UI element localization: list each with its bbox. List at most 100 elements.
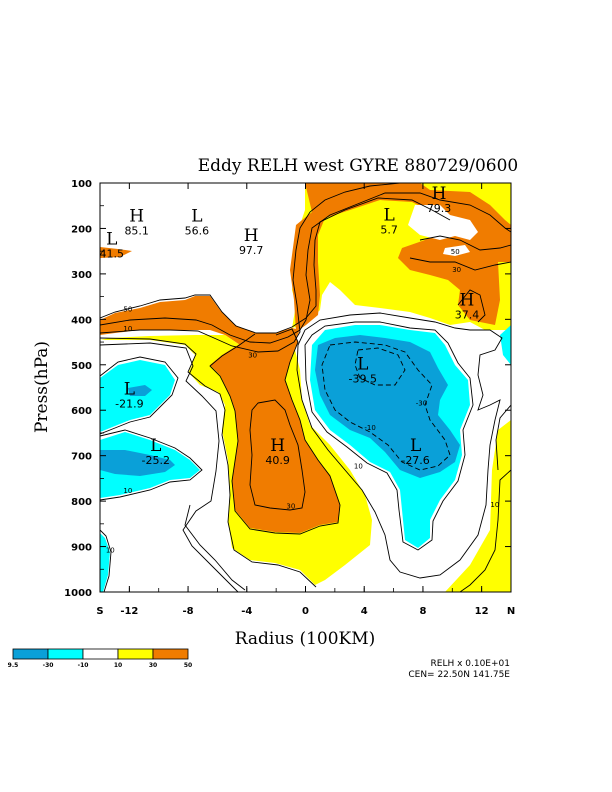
y-tick-label: 500: [71, 361, 92, 372]
x-tick-label: 0: [302, 606, 309, 617]
legend-label: 50: [184, 662, 192, 669]
contour-value-label: 10: [123, 487, 132, 495]
contour-value-label: 30: [452, 266, 461, 274]
x-axis-label: Radius (100KM): [235, 629, 376, 649]
white-region-upper-right: [408, 205, 478, 240]
contour-line-neg30-inner: [354, 347, 406, 386]
low-marker: L: [150, 436, 161, 456]
x-tick-label: 12: [475, 606, 489, 617]
x-tick-label: 8: [419, 606, 426, 617]
contour-line-right-30: [457, 289, 486, 323]
high-marker: H: [129, 207, 144, 227]
contour-line-bottom-mid: [184, 504, 246, 591]
extremum-value: -39.5: [349, 372, 377, 385]
color-legend: 9.5 -30 -10 10 30 50: [8, 648, 192, 669]
y-tick-label: 700: [71, 452, 92, 463]
contour-line-right-neg10: [304, 321, 474, 551]
contour-line-column: [209, 328, 341, 535]
legend-swatch: [152, 648, 189, 660]
contour-line-left-neg10: [100, 342, 239, 592]
y-axis-label: Press(hPa): [32, 341, 52, 433]
x-tick-label: 4: [361, 606, 368, 617]
y-tick-label: 800: [71, 497, 92, 508]
contour-line-left-lower-10: [100, 429, 203, 501]
y-tick-label: 900: [71, 543, 92, 554]
extremum-value: 5.7: [380, 223, 398, 236]
high-marker: H: [270, 436, 285, 456]
y-tick-label: 400: [71, 315, 92, 326]
x-tick-label: S: [96, 606, 103, 617]
dry-fills: [100, 325, 511, 592]
orange-column-center: [210, 328, 340, 533]
legend-label: -30: [43, 662, 54, 669]
low-marker: L: [106, 229, 117, 249]
legend-label: 10: [114, 662, 122, 669]
contour-line-right-edge: [495, 404, 511, 471]
scale-note: RELH x 0.10E+01: [431, 659, 511, 669]
contour-line-left-upper: [100, 197, 451, 334]
blue-region-left-lower: [100, 450, 175, 476]
high-marker: H: [460, 291, 475, 311]
contour-line-neg30-dashed: [321, 341, 451, 471]
blue-region-left-upper: [128, 385, 152, 396]
x-axis-ticks: S -12 -8 -4 0 4 8 12 N: [96, 183, 515, 617]
contour-value-label: 10: [354, 462, 363, 470]
contour-value-label: 50: [123, 306, 132, 314]
y-axis-ticks: 100 200 300 400 500 600 700 800 900 1000: [64, 179, 511, 599]
blue-region-right: [315, 335, 460, 478]
contour-line-right-50: [419, 235, 511, 251]
cyan-sliver-right-edge: [500, 325, 511, 365]
extremum-value: 85.1: [124, 225, 149, 238]
low-marker: L: [384, 205, 395, 225]
center-note: CEN= 22.50N 141.75E: [408, 670, 510, 680]
contour-line-left-upper-10: [100, 356, 179, 435]
y-tick-label: 600: [71, 406, 92, 417]
low-marker: L: [124, 379, 135, 399]
high-marker: H: [244, 226, 259, 246]
y-tick-label: 200: [71, 224, 92, 235]
low-marker: L: [191, 207, 202, 227]
x-tick-label: -4: [241, 606, 252, 617]
contour-line-left-10: [100, 337, 317, 588]
low-marker: L: [410, 436, 421, 456]
x-tick-label: N: [507, 606, 515, 617]
contour-line-left-low: [100, 183, 401, 353]
contour-labels: 50 10 30 -30 -10 10 30 10 10 10 50 30: [106, 248, 500, 555]
contour-value-label: 30: [248, 352, 257, 360]
high-marker: H: [432, 184, 447, 204]
legend-swatch: [47, 648, 84, 660]
extremum-value: -25.2: [142, 454, 170, 467]
extremum-value: 97.7: [239, 244, 264, 257]
legend-label: 30: [149, 662, 157, 669]
legend-label: 9.5: [8, 662, 19, 669]
extremum-value: 37.4: [455, 309, 480, 322]
contour-value-label: 30: [286, 502, 295, 510]
extremum-value: 41.5: [99, 247, 124, 260]
contour-line-column-30: [249, 399, 306, 511]
contour-value-label: 10: [123, 325, 132, 333]
contour-value-label: 10: [106, 546, 115, 554]
x-tick-label: -8: [183, 606, 194, 617]
extremum-value: 56.6: [185, 225, 210, 238]
contour-value-label: -10: [364, 424, 375, 432]
white-pocket-250: [443, 245, 470, 256]
contour-value-label: -30: [416, 400, 427, 408]
legend-swatch: [82, 648, 119, 660]
contour-line-left-mid: [100, 192, 511, 344]
y-tick-label: 100: [71, 179, 92, 190]
cyan-sliver-bottom-left: [100, 533, 110, 592]
extremum-value: -27.6: [401, 454, 429, 467]
contour-line-bottom-right: [459, 469, 511, 592]
orange-blob-left: [100, 247, 132, 258]
legend-label: -10: [78, 662, 89, 669]
extremum-value: -21.9: [115, 397, 143, 410]
extremum-value: 40.9: [265, 454, 290, 467]
contour-line-bottom-left: [100, 529, 112, 592]
contour-value-label: 50: [451, 248, 460, 256]
x-tick-label: -12: [120, 606, 138, 617]
legend-swatch: [117, 648, 154, 660]
extrema-labels: H85.1L56.6L41.5H97.7L5.7H79.3H37.4L-39.5…: [99, 184, 479, 467]
contour-value-label: 10: [490, 501, 499, 509]
y-tick-label: 300: [71, 270, 92, 281]
